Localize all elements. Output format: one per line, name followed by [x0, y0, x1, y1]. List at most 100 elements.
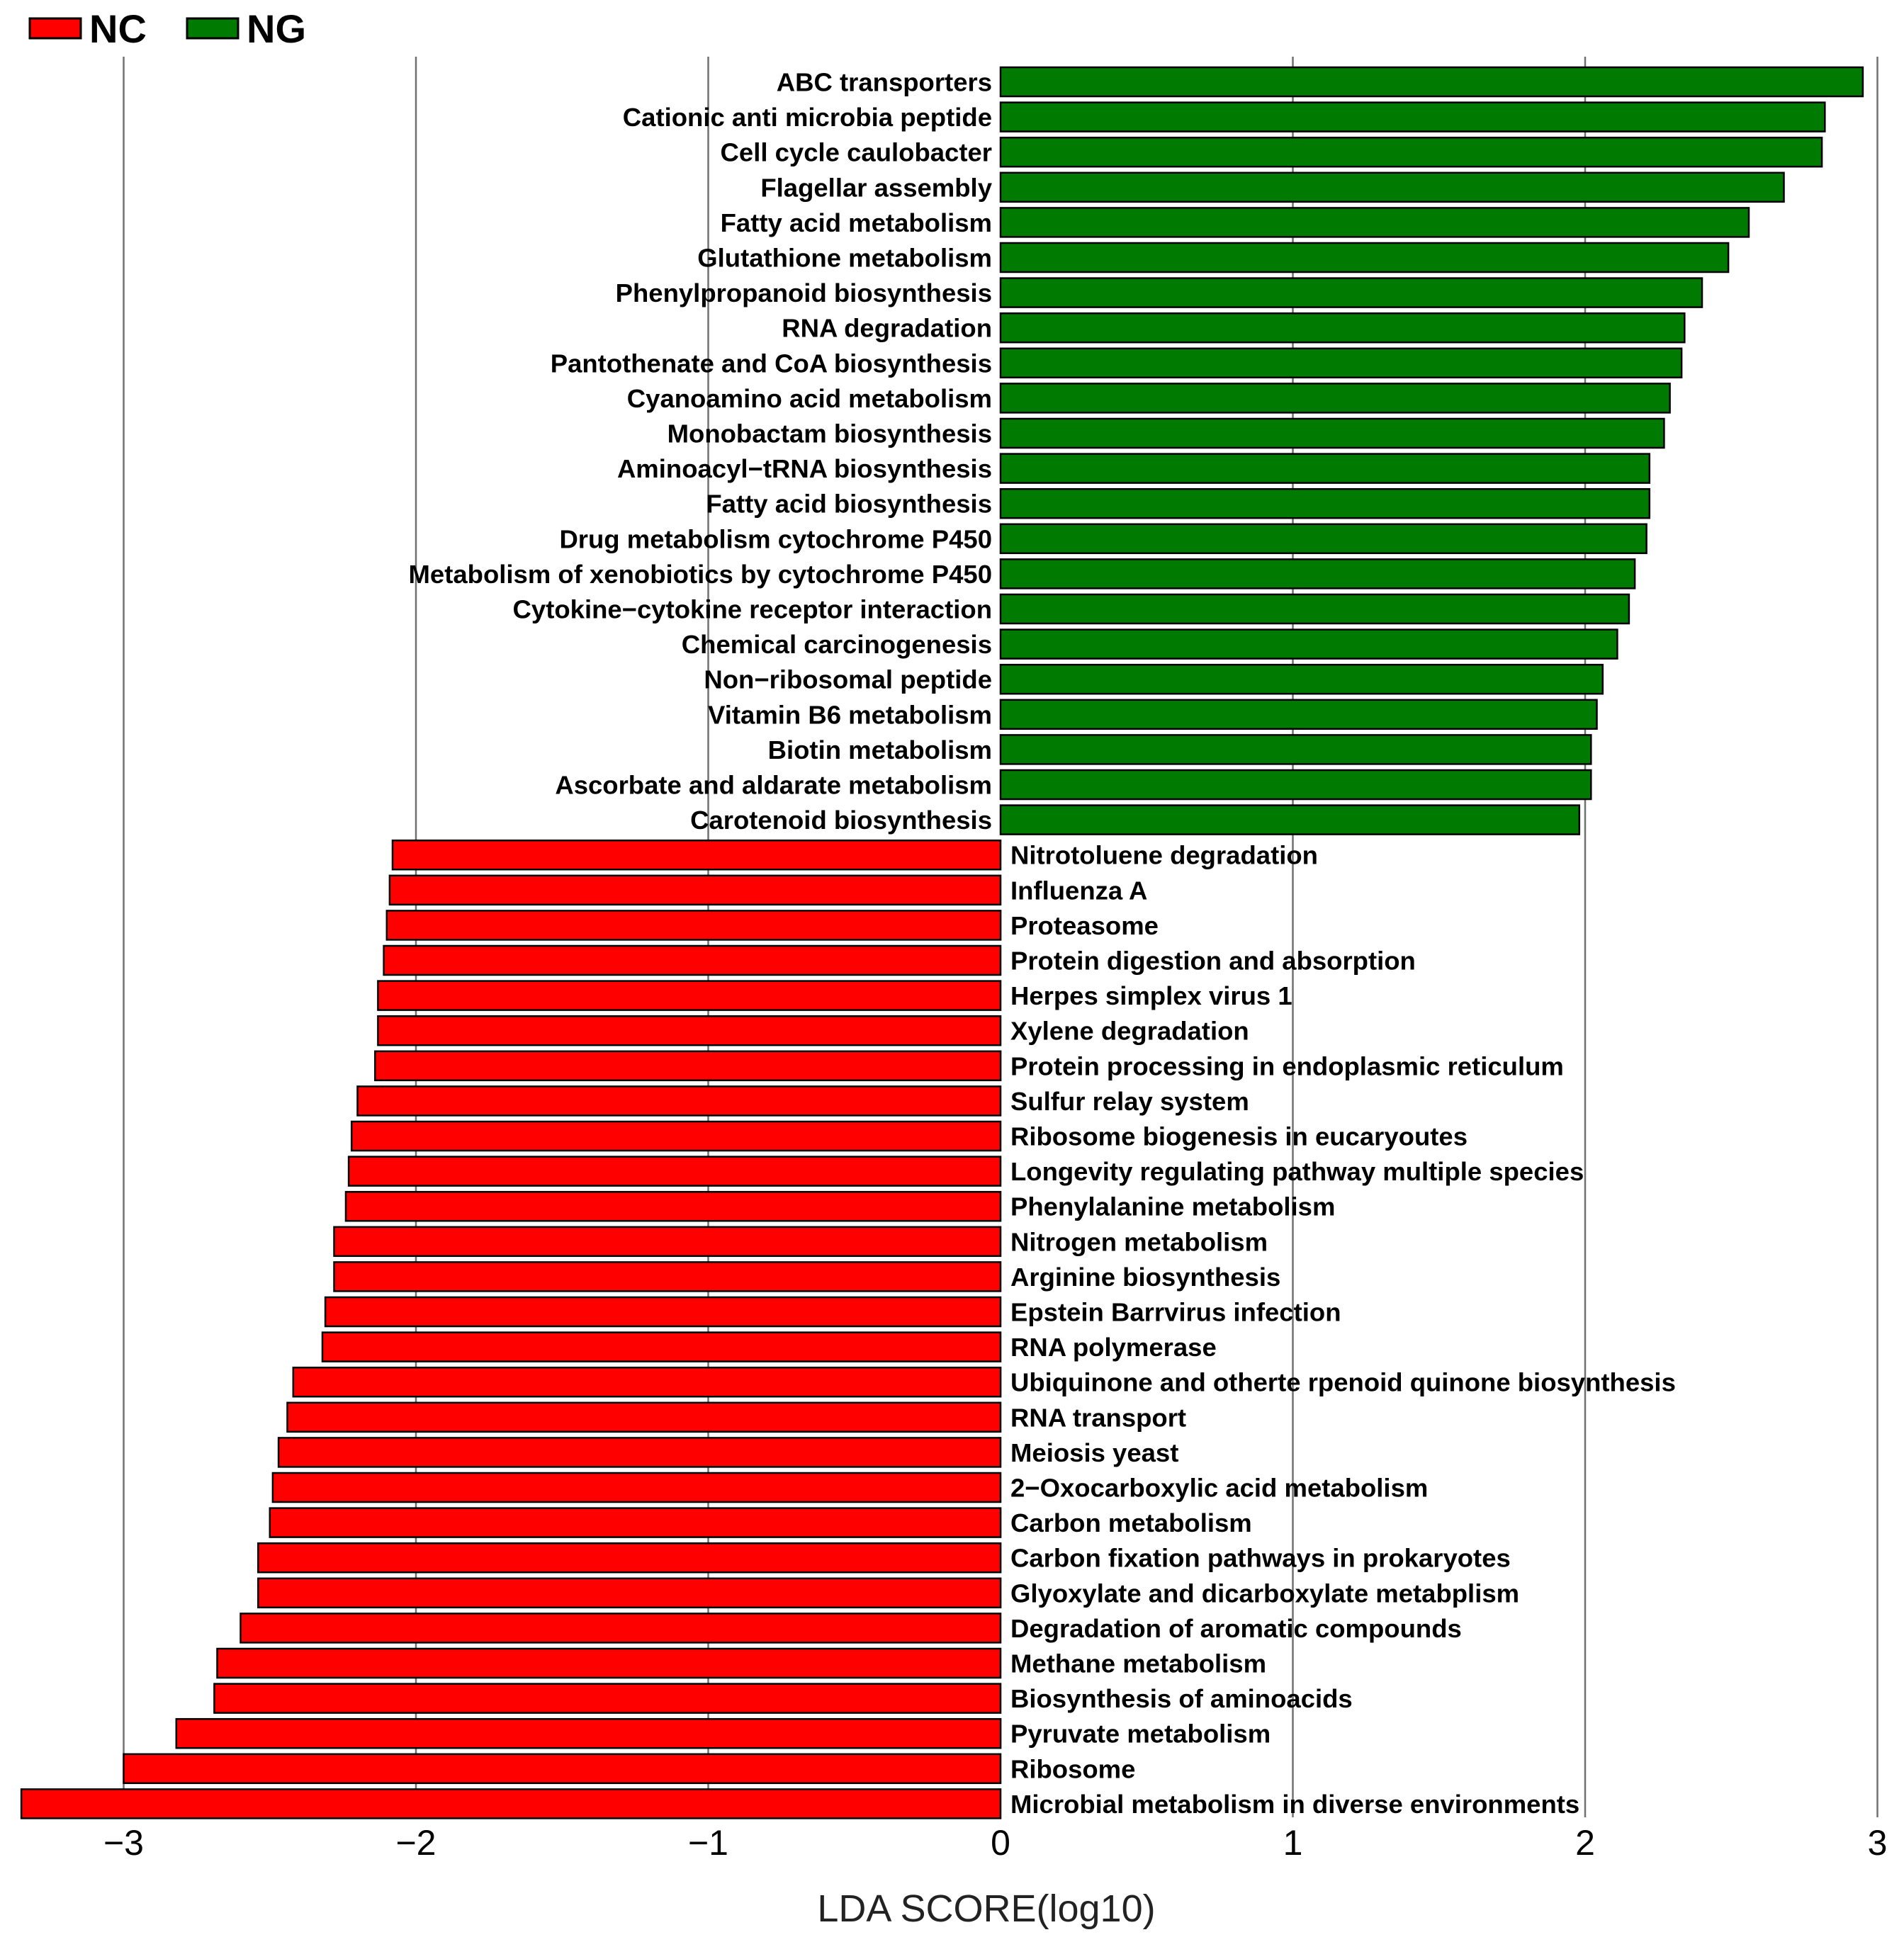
bar-label-nc-12: Arginine biosynthesis — [1010, 1263, 1280, 1292]
x-tick-label-2: −1 — [688, 1823, 728, 1863]
bar-nc-27 — [20, 1788, 1002, 1819]
bar-label-nc-13: Epstein Barrvirus infection — [1010, 1298, 1341, 1327]
bar-label-nc-15: Ubiquinone and otherte rpenoid quinone b… — [1010, 1368, 1676, 1397]
bar-label-ng-4: Fatty acid metabolism — [721, 208, 992, 237]
bar-label-nc-2: Proteasome — [1010, 911, 1159, 940]
x-axis-title: LDA SCORE(log10) — [817, 1887, 1155, 1930]
bar-label-nc-5: Xylene degradation — [1010, 1017, 1249, 1046]
bar-label-nc-16: RNA transport — [1010, 1403, 1186, 1432]
bar-label-ng-13: Drug metabolism cytochrome P450 — [559, 524, 992, 553]
bar-label-nc-24: Biosynthesis of aminoacids — [1010, 1684, 1353, 1713]
bar-nc-26 — [123, 1753, 1002, 1785]
bar-label-nc-6: Protein processing in endoplasmic reticu… — [1010, 1051, 1564, 1080]
bar-ng-1 — [999, 101, 1826, 132]
bar-ng-10 — [999, 417, 1665, 449]
bar-nc-22 — [240, 1613, 1002, 1644]
bar-nc-10 — [344, 1190, 1002, 1222]
bar-label-nc-11: Nitrogen metabolism — [1010, 1227, 1268, 1256]
bar-ng-4 — [999, 207, 1750, 238]
bar-label-ng-16: Chemical carcinogenesis — [682, 630, 992, 659]
bar-nc-8 — [350, 1120, 1002, 1152]
bar-ng-18 — [999, 699, 1598, 730]
bar-label-ng-3: Flagellar assembly — [760, 173, 992, 202]
bar-ng-9 — [999, 383, 1671, 414]
bar-label-ng-21: Carotenoid biosynthesis — [690, 806, 992, 835]
bar-nc-12 — [333, 1261, 1002, 1292]
x-tick-label-0: −3 — [103, 1823, 144, 1863]
bar-nc-18 — [271, 1472, 1002, 1503]
bar-nc-3 — [383, 944, 1002, 976]
bar-nc-23 — [216, 1647, 1002, 1679]
bar-nc-14 — [321, 1331, 1002, 1362]
bar-label-nc-17: Meiosis yeast — [1010, 1438, 1178, 1467]
bar-label-ng-8: Pantothenate and CoA biosynthesis — [551, 349, 992, 378]
bar-ng-12 — [999, 487, 1651, 519]
bar-label-ng-19: Biotin metabolism — [768, 735, 992, 764]
bar-nc-7 — [356, 1085, 1002, 1117]
x-tick-label-1: −2 — [395, 1823, 436, 1863]
bar-label-ng-5: Glutathione metabolism — [697, 244, 992, 273]
bar-label-nc-18: 2−Oxocarboxylic acid metabolism — [1010, 1474, 1428, 1503]
bar-label-ng-9: Cyanoamino acid metabolism — [627, 384, 992, 413]
bar-ng-5 — [999, 242, 1730, 273]
bar-nc-9 — [347, 1156, 1002, 1187]
legend: NC NG — [28, 6, 306, 51]
x-tick-label-6: 3 — [1868, 1823, 1888, 1863]
bar-ng-21 — [999, 804, 1581, 835]
bar-nc-6 — [374, 1050, 1002, 1082]
bar-label-ng-1: Cationic anti microbia peptide — [623, 103, 992, 132]
bar-nc-16 — [286, 1401, 1002, 1433]
bar-ng-14 — [999, 558, 1636, 589]
bar-nc-0 — [391, 839, 1002, 871]
x-tick-label-3: 0 — [991, 1823, 1010, 1863]
bar-ng-7 — [999, 312, 1686, 344]
x-tick-label-4: 1 — [1283, 1823, 1303, 1863]
bar-label-nc-20: Carbon fixation pathways in prokaryotes — [1010, 1544, 1511, 1573]
bar-nc-15 — [292, 1366, 1002, 1398]
bar-label-nc-3: Protein digestion and absorption — [1010, 947, 1416, 976]
legend-label-ng: NG — [247, 6, 306, 51]
bar-label-nc-10: Phenylalanine metabolism — [1010, 1192, 1335, 1221]
bar-label-ng-10: Monobactam biosynthesis — [667, 419, 992, 448]
x-axis-ticks: −3 −2 −1 0 1 2 3 — [103, 1823, 1887, 1863]
bar-ng-19 — [999, 734, 1592, 765]
bar-label-ng-7: RNA degradation — [782, 314, 992, 343]
bar-label-nc-26: Ribosome — [1010, 1754, 1135, 1783]
bar-label-ng-11: Aminoacyl−tRNA biosynthesis — [617, 454, 992, 483]
legend-swatch-nc — [28, 17, 82, 40]
bar-label-nc-8: Ribosome biogenesis in eucaryoutes — [1010, 1122, 1468, 1151]
bar-labels: ABC transporters Cationic anti microbia p… — [409, 68, 1676, 1819]
bar-label-nc-4: Herpes simplex virus 1 — [1010, 981, 1292, 1010]
bar-nc-25 — [175, 1717, 1002, 1749]
bar-nc-4 — [377, 980, 1002, 1011]
bar-label-ng-2: Cell cycle caulobacter — [721, 138, 992, 167]
bar-label-ng-20: Ascorbate and aldarate metabolism — [555, 771, 992, 800]
bar-nc-19 — [269, 1507, 1002, 1538]
bar-ng-16 — [999, 628, 1618, 660]
bar-label-nc-22: Degradation of aromatic compounds — [1010, 1614, 1462, 1643]
bar-label-nc-19: Carbon metabolism — [1010, 1508, 1252, 1537]
bar-label-nc-27: Microbial metabolism in diverse environm… — [1010, 1790, 1579, 1819]
bar-nc-17 — [277, 1437, 1002, 1468]
bar-label-nc-0: Nitrotoluene degradation — [1010, 841, 1318, 870]
bar-label-ng-12: Fatty acid biosynthesis — [706, 490, 992, 519]
bar-label-ng-14: Metabolism of xenobiotics by cytochrome … — [409, 560, 993, 589]
bar-ng-20 — [999, 769, 1592, 801]
bar-nc-21 — [257, 1577, 1002, 1609]
bar-label-ng-6: Phenylpropanoid biosynthesis — [616, 278, 992, 307]
bar-ng-2 — [999, 136, 1823, 168]
bar-ng-6 — [999, 277, 1703, 308]
bar-nc-1 — [388, 874, 1002, 906]
bars — [20, 66, 1864, 1819]
bar-label-ng-18: Vitamin B6 metabolism — [708, 700, 992, 729]
bar-label-nc-14: RNA polymerase — [1010, 1333, 1217, 1362]
bar-label-ng-15: Cytokine−cytokine receptor interaction — [513, 595, 992, 624]
bar-label-nc-7: Sulfur relay system — [1010, 1087, 1249, 1116]
bar-nc-11 — [333, 1226, 1002, 1258]
legend-swatch-ng — [186, 17, 240, 40]
bar-label-nc-23: Methane metabolism — [1010, 1649, 1266, 1678]
bar-ng-8 — [999, 347, 1683, 379]
bar-ng-3 — [999, 171, 1785, 203]
